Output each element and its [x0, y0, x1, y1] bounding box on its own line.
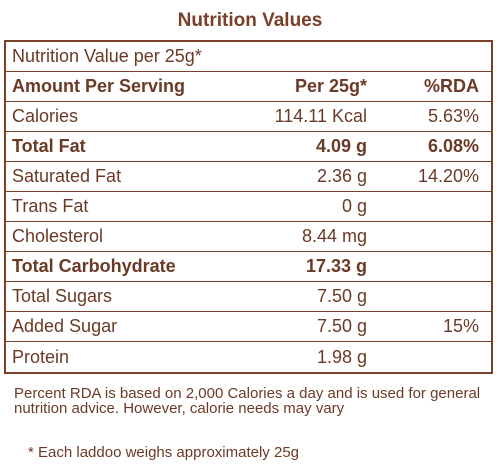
- header-amount-per-serving: Amount Per Serving: [12, 76, 186, 96]
- per-serving-value: 7.50 g: [316, 286, 367, 306]
- per-serving-label: Nutrition Value per 25g*: [12, 46, 202, 66]
- nutrient-label: Total Carbohydrate: [12, 256, 176, 276]
- table-row: Added Sugar 7.50 g 15%: [6, 312, 491, 342]
- table-row: Trans Fat 0 g: [6, 192, 491, 222]
- per-serving-value: 17.33 g: [305, 256, 367, 276]
- table-row: Saturated Fat 2.36 g 14.20%: [6, 162, 491, 192]
- nutrient-label: Calories: [12, 106, 79, 126]
- table-row: Total Carbohydrate 17.33 g: [6, 252, 491, 282]
- nutrient-label: Cholesterol: [12, 226, 104, 246]
- table-row: Calories 114.11 Kcal 5.63%: [6, 102, 491, 132]
- table-row: Protein 1.98 g: [6, 342, 491, 372]
- per-serving-value: 8.44 mg: [301, 226, 367, 246]
- per-serving-value: 4.09 g: [315, 136, 367, 156]
- nutrient-label: Total Fat: [12, 136, 86, 156]
- per-serving-line: Nutrition Value per 25g*: [6, 42, 491, 72]
- rda-value: 14.20%: [417, 166, 479, 186]
- rda-disclaimer: Percent RDA is based on 2,000 Calories a…: [14, 385, 481, 417]
- per-serving-value: 1.98 g: [316, 346, 367, 367]
- laddoo-weight-footnote: * Each laddoo weighs approximately 25g: [28, 444, 300, 461]
- table-row: Total Fat 4.09 g 6.08%: [6, 132, 491, 162]
- nutrient-label: Protein: [12, 346, 70, 367]
- per-serving-value: 7.50 g: [316, 316, 367, 336]
- header-rda: %RDA: [423, 76, 479, 96]
- per-serving-value: 2.36 g: [316, 166, 367, 186]
- nutrient-label: Added Sugar: [12, 316, 118, 336]
- header-per-25g: Per 25g*: [294, 76, 367, 96]
- nutrient-label: Trans Fat: [12, 196, 89, 216]
- rda-value: 5.63%: [427, 106, 479, 126]
- nutrient-label: Total Sugars: [12, 286, 113, 306]
- nutrition-title: Nutrition Values: [177, 10, 323, 31]
- table-header: Amount Per Serving Per 25g* %RDA: [6, 72, 491, 102]
- nutrient-label: Saturated Fat: [12, 166, 122, 186]
- nutrition-table: Nutrition Value per 25g* Amount Per Serv…: [4, 40, 493, 374]
- table-row: Cholesterol 8.44 mg: [6, 222, 491, 252]
- rda-value: 6.08%: [427, 136, 479, 156]
- rda-value: 15%: [442, 316, 479, 336]
- table-row: Total Sugars 7.50 g: [6, 282, 491, 312]
- per-serving-value: 0 g: [341, 196, 367, 216]
- per-serving-value: 114.11 Kcal: [274, 106, 367, 126]
